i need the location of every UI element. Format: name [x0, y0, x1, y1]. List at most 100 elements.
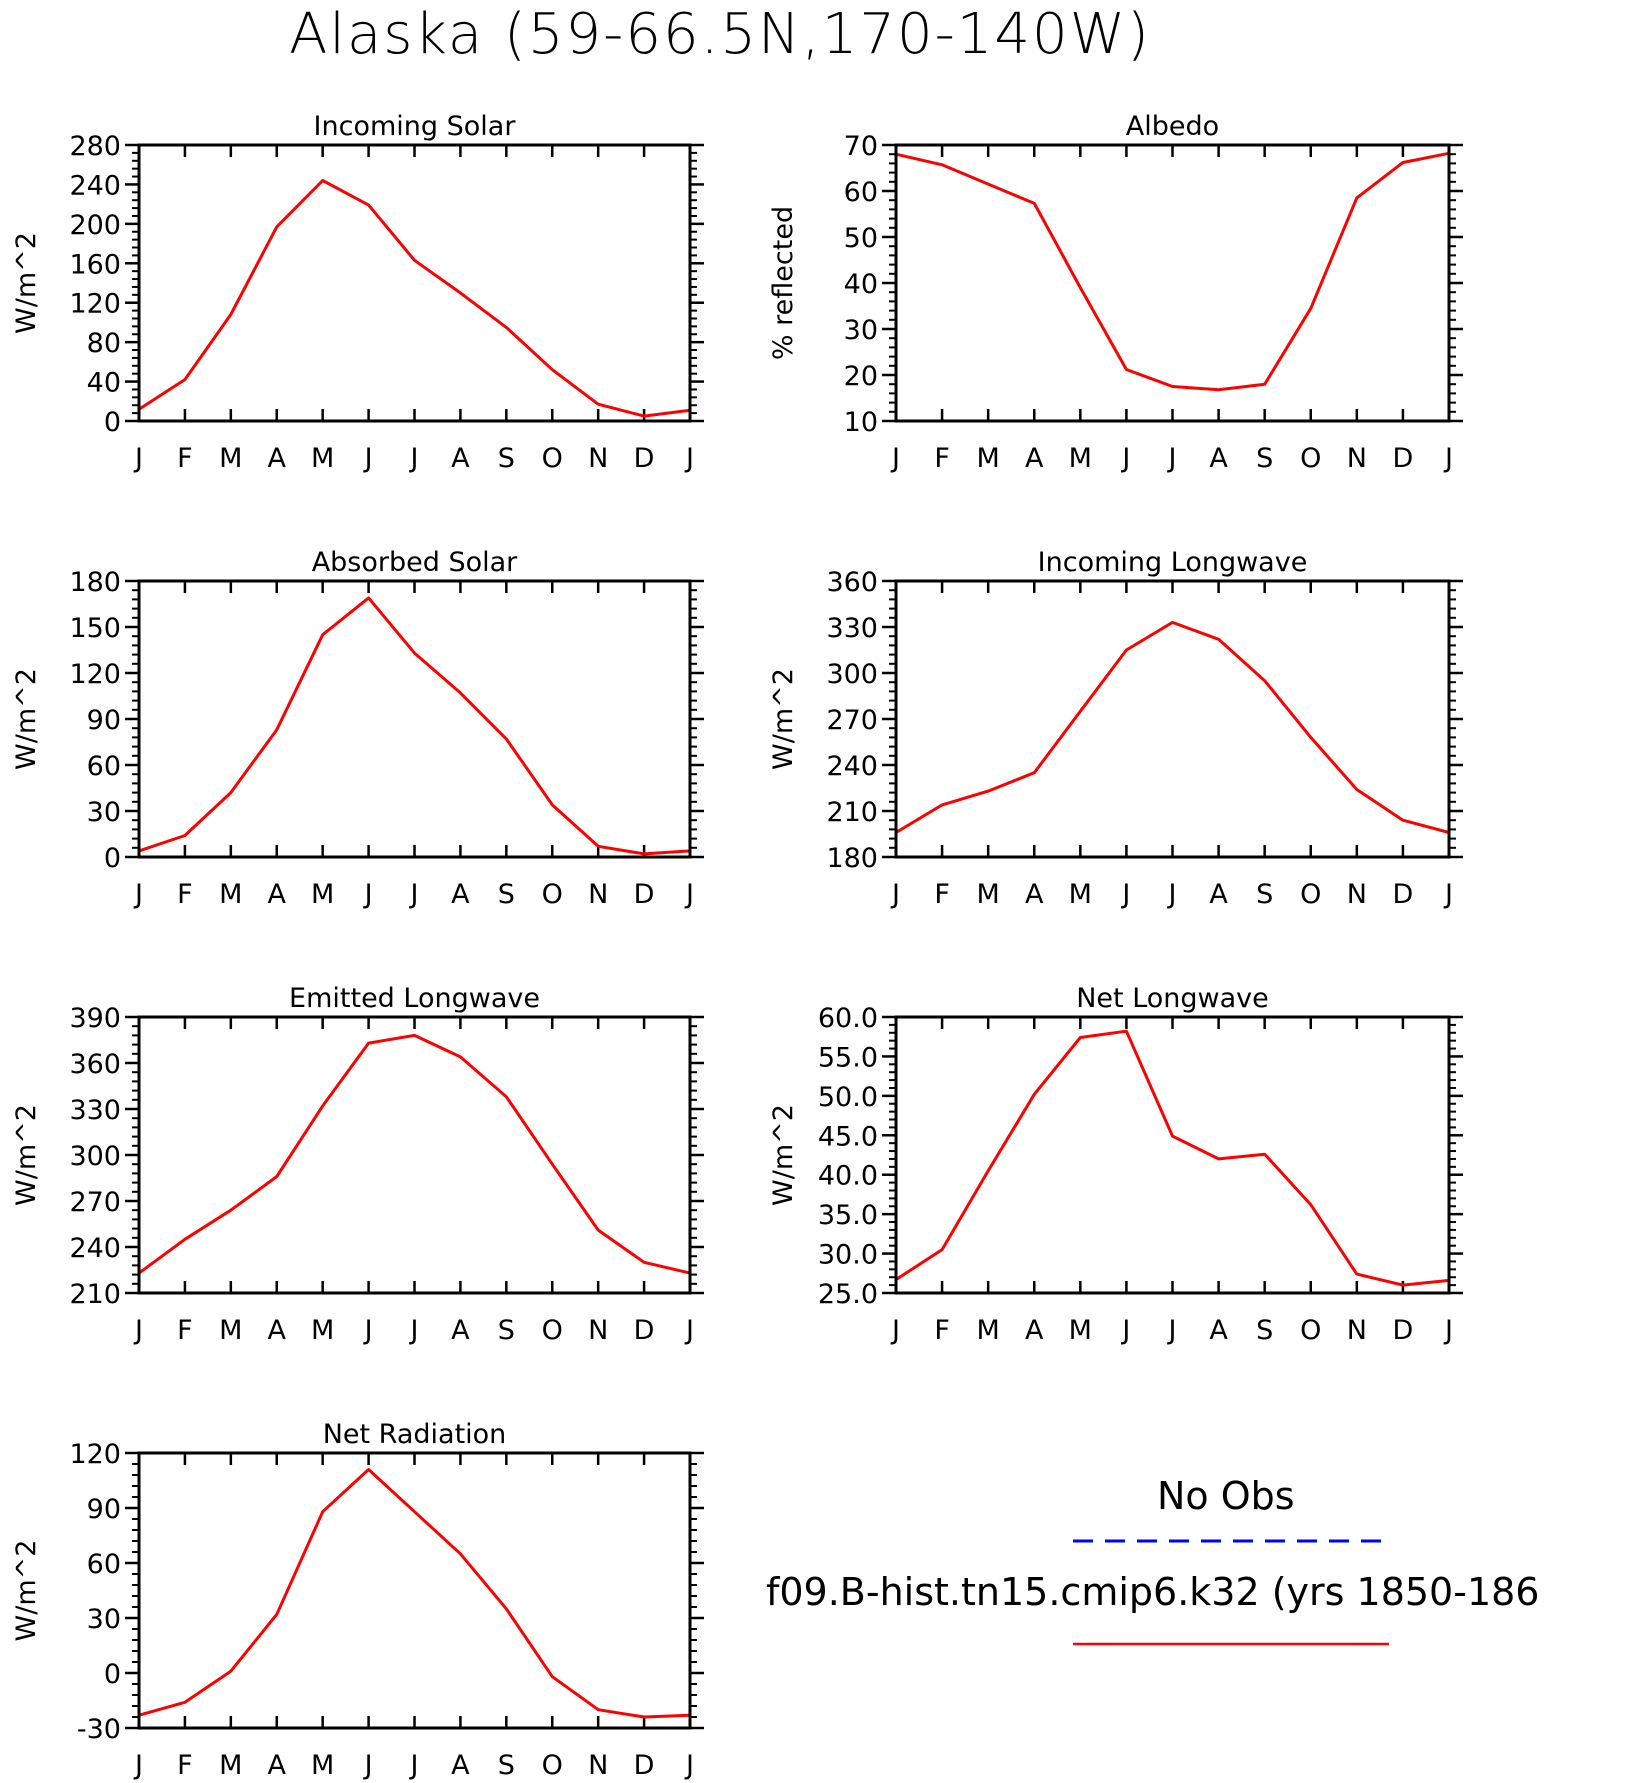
y-tick-label: 240	[69, 170, 121, 201]
panel-title: Albedo	[1126, 111, 1219, 142]
y-tick-label: 120	[69, 289, 121, 320]
series-line-0	[895, 151, 1450, 392]
y-tick-label: 240	[69, 1233, 121, 1264]
y-tick-label: 25.0	[818, 1279, 878, 1310]
x-tick-label: M	[311, 1315, 334, 1346]
x-tick-label: N	[1347, 879, 1367, 910]
x-tick-label: S	[498, 443, 515, 474]
y-tick-label: 60	[87, 1549, 121, 1580]
y-tick-label: 240	[826, 751, 878, 782]
x-tick-label: A	[268, 1315, 287, 1346]
x-tick-label: J	[363, 1750, 373, 1781]
x-tick-label: D	[634, 879, 655, 910]
x-tick-label: J	[1167, 879, 1177, 910]
y-tick-label: 90	[87, 1494, 121, 1525]
y-tick-label: -30	[77, 1714, 121, 1745]
y-tick-label: 60	[87, 751, 121, 782]
y-tick-label: 30.0	[818, 1240, 878, 1271]
x-tick-label: J	[133, 879, 143, 910]
x-tick-label: J	[684, 443, 694, 474]
y-tick-label: 270	[69, 1187, 121, 1218]
x-tick-label: A	[268, 879, 287, 910]
y-tick-label: 330	[69, 1095, 121, 1126]
x-tick-label: M	[977, 879, 1000, 910]
x-tick-label: F	[177, 1315, 193, 1346]
x-tick-label: J	[890, 879, 900, 910]
x-tick-label: M	[977, 443, 1000, 474]
legend-lines	[1073, 1539, 1389, 1646]
y-tick-label: 80	[87, 328, 121, 359]
x-tick-label: O	[542, 1315, 563, 1346]
y-tick-label: 300	[69, 1141, 121, 1172]
x-tick-label: S	[498, 1750, 515, 1781]
x-tick-label: M	[219, 1315, 242, 1346]
x-tick-label: D	[634, 443, 655, 474]
x-tick-label: O	[1300, 879, 1321, 910]
y-tick-label: 0	[104, 407, 121, 438]
y-tick-label: 330	[826, 613, 878, 644]
x-tick-label: M	[219, 879, 242, 910]
x-tick-label: A	[1025, 879, 1044, 910]
x-tick-label: M	[1069, 879, 1092, 910]
x-tick-label: J	[890, 1315, 900, 1346]
y-tick-label: 280	[69, 131, 121, 162]
y-tick-label: 90	[87, 705, 121, 736]
x-tick-label: J	[890, 443, 900, 474]
x-tick-label: M	[1069, 443, 1092, 474]
y-axis-label: % reflected	[768, 206, 799, 360]
x-tick-label: D	[1393, 1315, 1414, 1346]
plot-frame	[137, 579, 692, 859]
y-tick-label: 120	[69, 1439, 121, 1470]
y-tick-label: 210	[69, 1279, 121, 1310]
x-tick-label: M	[311, 879, 334, 910]
x-tick-label: F	[934, 1315, 950, 1346]
x-tick-label: N	[1347, 443, 1367, 474]
x-tick-label: J	[133, 1315, 143, 1346]
x-tick-label: O	[542, 879, 563, 910]
y-tick-label: 40	[87, 368, 121, 399]
x-tick-label: F	[177, 443, 193, 474]
x-tick-label: J	[363, 443, 373, 474]
x-tick-label: S	[498, 879, 515, 910]
y-tick-label: 35.0	[818, 1200, 878, 1231]
y-tick-label: 30	[844, 315, 878, 346]
y-tick-label: 360	[69, 1049, 121, 1080]
x-tick-label: S	[1256, 1315, 1273, 1346]
panel-title: Net Longwave	[1076, 983, 1269, 1014]
series-line-0	[138, 1468, 691, 1719]
x-tick-label: A	[451, 443, 470, 474]
y-tick-label: 300	[826, 659, 878, 690]
x-tick-label: J	[684, 1750, 694, 1781]
x-tick-label: F	[934, 443, 950, 474]
x-tick-label: J	[1120, 443, 1130, 474]
plot-frame	[137, 1451, 692, 1730]
x-tick-label: A	[451, 879, 470, 910]
x-tick-label: M	[311, 443, 334, 474]
series-line-0	[138, 179, 691, 418]
x-tick-label: J	[1443, 1315, 1453, 1346]
y-tick-label: 30	[87, 1604, 121, 1635]
x-tick-label: A	[1025, 443, 1044, 474]
x-tick-label: F	[177, 1750, 193, 1781]
x-tick-label: M	[311, 1750, 334, 1781]
x-tick-label: O	[1300, 1315, 1321, 1346]
x-tick-label: M	[219, 443, 242, 474]
y-tick-label: 70	[844, 131, 878, 162]
y-tick-label: 40	[844, 269, 878, 300]
series-line-0	[138, 596, 691, 856]
x-tick-label: N	[588, 879, 608, 910]
y-tick-label: 55.0	[818, 1042, 878, 1073]
x-tick-label: A	[1209, 879, 1228, 910]
y-axis-label: W/m^2	[11, 232, 42, 334]
y-axis-label: W/m^2	[768, 668, 799, 770]
x-tick-label: J	[409, 1750, 419, 1781]
y-axis-label: W/m^2	[768, 1104, 799, 1206]
series-line-0	[895, 620, 1450, 834]
